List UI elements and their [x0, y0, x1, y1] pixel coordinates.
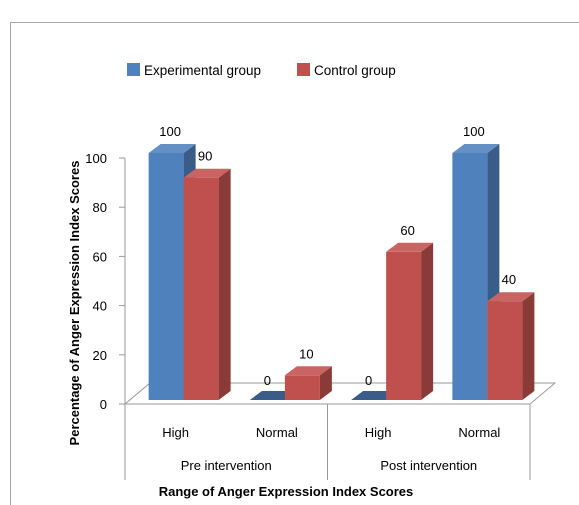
data-label-experimental-group: 0 — [365, 373, 372, 388]
y-axis: 0 20 40 60 80 100 — [85, 151, 126, 412]
bar-front-face — [452, 153, 488, 400]
legend-label-control-group: Control group — [314, 63, 396, 78]
data-label-experimental-group: 0 — [264, 373, 271, 388]
x-axis: High Normal High Normal Pre intervention Post… — [124, 404, 531, 480]
y-tick-label: 100 — [85, 151, 107, 166]
data-label-experimental-group: 100 — [463, 124, 485, 139]
data-label-experimental-group: 100 — [159, 124, 181, 139]
bar-front-face — [284, 375, 320, 400]
y-tick-label: 60 — [93, 249, 107, 264]
bar-front-face — [183, 177, 219, 400]
legend-swatch-experimental-group — [127, 63, 140, 76]
bar-top-face — [452, 144, 500, 153]
y-tick-label: 40 — [93, 299, 107, 314]
x-category-label: Normal — [458, 425, 500, 440]
data-label-control-group: 60 — [400, 223, 414, 238]
chart-frame — [10, 22, 579, 505]
bar-side-face — [421, 242, 434, 400]
x-category-label: Normal — [256, 425, 298, 440]
bar-top-face — [284, 366, 332, 376]
bar-control-group-normal-post-intervention — [487, 292, 535, 400]
x-axis-title: Range of Anger Expression Index Scores — [159, 484, 414, 499]
bar-front-face — [386, 251, 422, 400]
data-label-control-group: 10 — [299, 346, 313, 361]
x-group-label: Post intervention — [380, 458, 477, 473]
bar-top-face — [386, 242, 434, 252]
bar-top-face — [487, 292, 535, 302]
bar-top-face — [148, 144, 196, 153]
y-tick-label: 20 — [93, 348, 107, 363]
x-category-label: High — [162, 425, 189, 440]
bar-front-face — [148, 153, 184, 400]
bar-side-face — [319, 366, 332, 400]
bar-control-group-high-post-intervention — [386, 242, 434, 400]
bar-top-face — [183, 168, 231, 178]
data-label-control-group: 40 — [502, 272, 516, 287]
legend: Experimental group Control group — [127, 63, 396, 78]
y-axis-title: Percentage of Anger Expression Index Sco… — [67, 161, 82, 446]
y-tick-label: 0 — [100, 397, 107, 412]
bar-side-face — [218, 168, 231, 400]
legend-label-experimental-group: Experimental group — [144, 63, 261, 78]
y-tick-label: 80 — [93, 200, 107, 215]
bars — [148, 144, 535, 400]
bar-side-face — [522, 292, 535, 400]
floor-plane — [123, 382, 557, 405]
x-category-label: High — [365, 425, 392, 440]
bar-control-group-high-pre-intervention — [183, 168, 231, 400]
x-group-label: Pre intervention — [181, 458, 272, 473]
legend-swatch-control-group — [297, 63, 310, 76]
chart-floor — [123, 382, 557, 405]
bar-front-face — [487, 301, 523, 400]
bar-experimental-group-normal-post-intervention — [452, 144, 500, 400]
data-label-control-group: 90 — [198, 149, 212, 164]
bar-control-group-normal-pre-intervention — [284, 366, 332, 400]
